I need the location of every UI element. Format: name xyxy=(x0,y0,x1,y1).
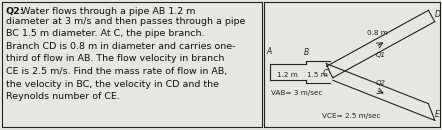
Text: Q2: Q2 xyxy=(376,80,385,86)
Text: C: C xyxy=(322,69,328,77)
Text: VAB= 3 m/sec: VAB= 3 m/sec xyxy=(271,90,322,96)
Text: A: A xyxy=(266,47,271,56)
Text: D: D xyxy=(434,9,440,18)
Text: Q1: Q1 xyxy=(376,52,385,58)
Text: VCE= 2.5 m/sec: VCE= 2.5 m/sec xyxy=(322,113,381,119)
Text: Q2:: Q2: xyxy=(6,7,24,16)
Text: Water flows through a pipe AB 1.2 m: Water flows through a pipe AB 1.2 m xyxy=(18,7,195,16)
Text: 0.8 m: 0.8 m xyxy=(367,30,388,36)
Text: 1.2 m: 1.2 m xyxy=(277,72,298,78)
Text: B: B xyxy=(304,48,309,57)
Text: diameter at 3 m/s and then passes through a pipe
BC 1.5 m diameter. At C, the pi: diameter at 3 m/s and then passes throug… xyxy=(6,17,245,101)
Text: E: E xyxy=(434,109,439,119)
Text: 1.5 m: 1.5 m xyxy=(307,72,328,78)
